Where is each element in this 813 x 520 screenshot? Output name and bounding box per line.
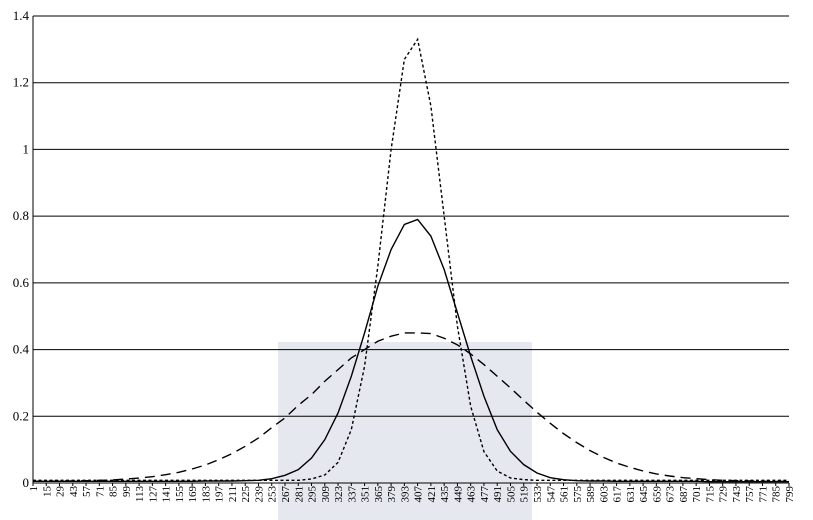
x-tick-label: 659 [651, 486, 663, 503]
x-tick-label: 197 [214, 486, 226, 503]
series-line [33, 37, 789, 482]
x-tick-label: 603 [598, 486, 610, 503]
y-tick-label: 0 [23, 475, 30, 490]
x-tick-label: 645 [638, 486, 650, 503]
x-tick-label: 491 [492, 486, 504, 503]
x-tick-label: 715 [704, 486, 716, 503]
x-tick-label: 29 [55, 486, 67, 498]
x-tick-label: 253 [267, 486, 279, 503]
y-tick-label: 0.8 [13, 208, 29, 223]
y-tick-label: 0.4 [13, 342, 30, 357]
y-tick-label: 1 [23, 141, 30, 156]
x-tick-label: 547 [545, 486, 557, 503]
x-tick-label: 15 [41, 486, 53, 498]
x-tick-label: 687 [678, 486, 690, 503]
x-tick-label: 127 [147, 486, 159, 503]
x-tick-label: 589 [585, 486, 597, 503]
x-tick-label: 267 [280, 486, 292, 503]
watermark [278, 342, 532, 520]
x-tick-label: 743 [731, 486, 743, 503]
x-tick-label: 477 [479, 486, 491, 503]
x-tick-label: 617 [612, 486, 624, 503]
x-tick-label: 561 [559, 486, 571, 503]
x-tick-label: 449 [452, 486, 464, 503]
x-tick-label: 575 [572, 486, 584, 503]
y-tick-label: 1.4 [13, 8, 30, 23]
x-tick-label: 211 [227, 486, 239, 502]
x-tick-label: 57 [81, 486, 93, 498]
x-tick-label: 239 [253, 486, 265, 503]
x-tick-label: 281 [293, 486, 305, 503]
x-tick-label: 421 [426, 486, 438, 503]
x-tick-label: 757 [744, 486, 756, 503]
x-tick-label: 351 [360, 486, 372, 503]
x-tick-label: 673 [665, 486, 677, 503]
y-tick-label: 1.2 [13, 75, 29, 90]
x-tick-label: 113 [134, 486, 146, 503]
x-tick-label: 505 [505, 486, 517, 503]
x-tick-label: 631 [625, 486, 637, 503]
x-tick-label: 463 [466, 486, 478, 503]
x-tick-label: 435 [439, 486, 451, 503]
x-tick-label: 85 [108, 486, 120, 498]
x-tick-label: 337 [346, 486, 358, 503]
x-tick-label: 71 [94, 486, 106, 497]
x-tick-label: 407 [413, 486, 425, 503]
x-tick-label: 323 [333, 486, 345, 503]
x-tick-label: 701 [691, 486, 703, 503]
x-tick-label: 799 [784, 486, 796, 503]
y-tick-label: 0.6 [13, 275, 30, 290]
x-tick-label: 183 [200, 486, 212, 503]
y-tick-label: 0.2 [13, 408, 29, 423]
x-tick-label: 141 [161, 486, 173, 503]
x-tick-label: 1 [28, 486, 40, 492]
x-tick-label: 771 [757, 486, 769, 503]
x-tick-label: 393 [399, 486, 411, 503]
x-tick-label: 533 [532, 486, 544, 503]
x-tick-label: 225 [240, 486, 252, 503]
x-tick-label: 785 [771, 486, 783, 503]
x-tick-label: 169 [187, 486, 199, 503]
x-tick-label: 99 [121, 486, 133, 498]
series-line [33, 218, 789, 483]
x-tick-label: 309 [320, 486, 332, 503]
x-tick-label: 729 [718, 486, 730, 503]
x-tick-label: 295 [307, 486, 319, 503]
x-tick-label: 155 [174, 486, 186, 503]
x-tick-label: 365 [373, 486, 385, 503]
series-line [33, 332, 789, 483]
x-tick-label: 43 [68, 486, 80, 498]
x-tick-label: 379 [386, 486, 398, 503]
x-tick-label: 519 [519, 486, 531, 503]
